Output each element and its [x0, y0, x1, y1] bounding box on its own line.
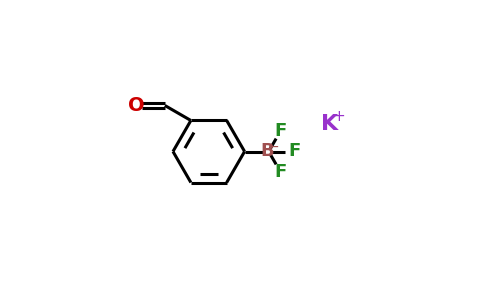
Text: O: O — [128, 95, 145, 115]
Text: F: F — [274, 122, 286, 140]
Text: −: − — [268, 140, 279, 153]
Text: F: F — [288, 142, 301, 160]
Text: +: + — [333, 109, 345, 124]
Text: F: F — [274, 163, 286, 181]
Text: B: B — [261, 142, 274, 160]
Text: K: K — [321, 114, 339, 134]
